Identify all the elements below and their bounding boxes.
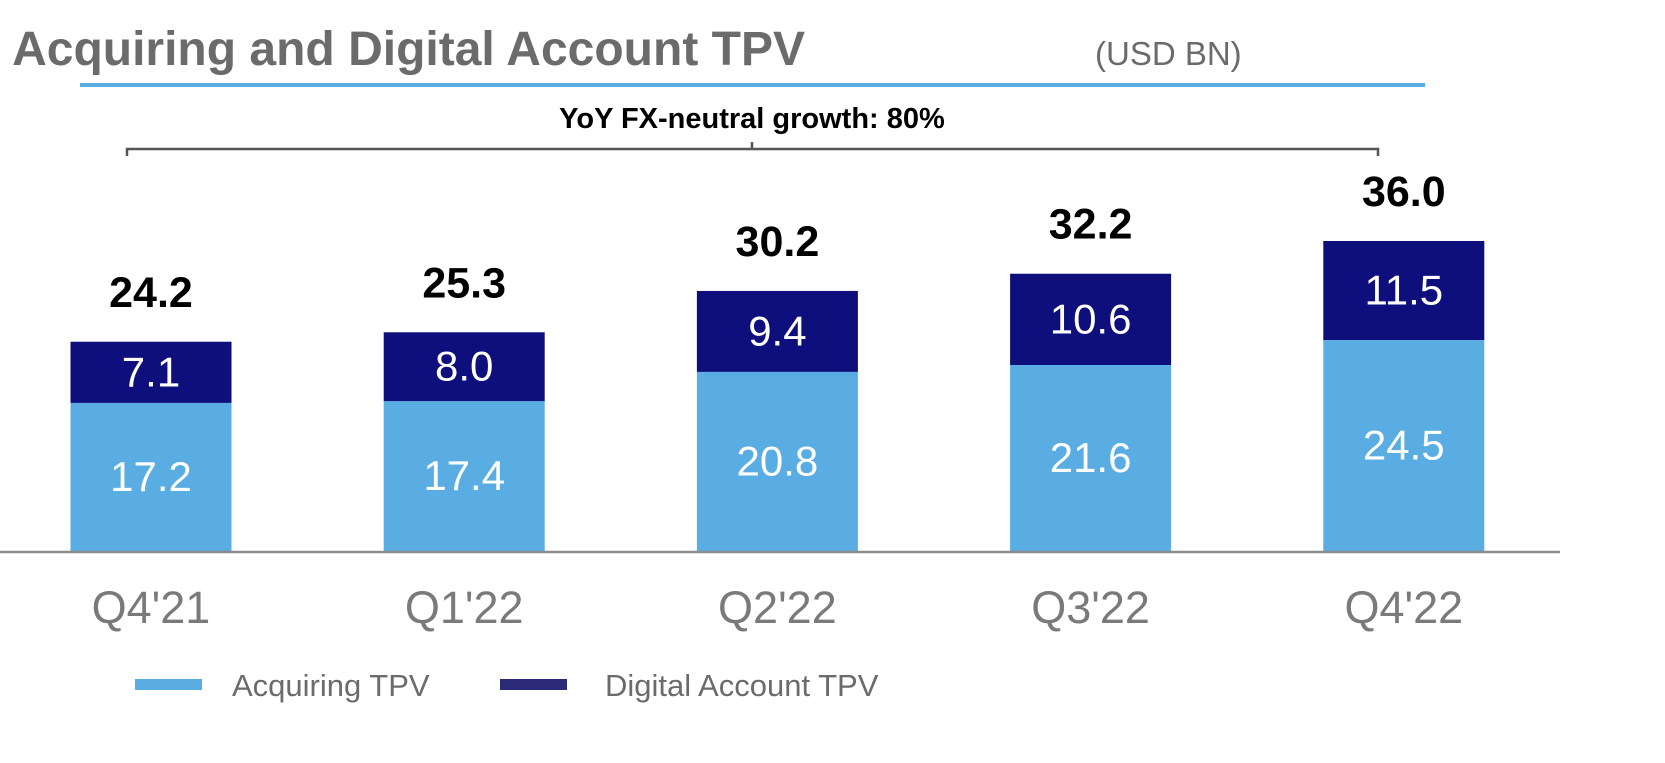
data-label-digital-account: 10.6 — [1050, 295, 1132, 342]
legend-label-acquiring: Acquiring TPV — [232, 668, 430, 703]
bar-digital-account — [383, 332, 545, 402]
data-label-digital-account: 9.4 — [748, 307, 806, 354]
bar-digital-account — [1323, 241, 1485, 341]
data-label-acquiring: 24.5 — [1363, 422, 1445, 469]
bar-digital-account — [696, 290, 858, 372]
x-tick-label: Q4'22 — [1344, 582, 1463, 633]
x-tick-label: Q4'21 — [92, 582, 211, 633]
x-tick-label: Q1'22 — [405, 582, 524, 633]
data-label-digital-account: 11.5 — [1364, 267, 1443, 314]
total-label: 32.2 — [1049, 201, 1133, 249]
bar-acquiring — [1010, 365, 1172, 551]
data-label-acquiring: 21.6 — [1050, 434, 1132, 481]
legend-swatch-digital-account — [500, 679, 567, 690]
total-label: 24.2 — [109, 269, 193, 317]
data-label-acquiring: 20.8 — [737, 437, 819, 484]
bar-digital-account — [70, 341, 232, 403]
total-label: 36.0 — [1362, 168, 1446, 216]
chart-title: Acquiring and Digital Account TPV — [12, 23, 805, 76]
legend-swatch-acquiring — [135, 679, 202, 690]
bar-acquiring — [70, 402, 232, 551]
chart-title-unit: (USD BN) — [1095, 35, 1242, 72]
x-tick-label: Q2'22 — [718, 582, 837, 633]
data-label-acquiring: 17.4 — [423, 452, 505, 499]
growth-annotation: YoY FX-neutral growth: 80% — [559, 103, 945, 135]
data-label-digital-account: 8.0 — [435, 343, 493, 390]
growth-bracket — [125, 142, 1380, 156]
bar-acquiring — [1323, 340, 1485, 551]
total-label: 25.3 — [422, 259, 506, 307]
total-label: 30.2 — [736, 218, 820, 266]
bar-digital-account — [1010, 273, 1172, 365]
legend: Acquiring TPV Digital Account TPV — [135, 668, 879, 703]
bars-layer: 17.2 7.1 24.2 17.4 8.0 25.3 20.8 9.4 30.2 21.6 10.… — [70, 168, 1485, 551]
x-tick-label: Q3'22 — [1031, 582, 1150, 633]
bar-acquiring — [696, 371, 858, 551]
data-label-acquiring: 17.2 — [110, 453, 192, 500]
data-label-digital-account: 7.1 — [122, 348, 180, 395]
legend-label-digital-account: Digital Account TPV — [605, 668, 879, 703]
bar-acquiring — [383, 401, 545, 551]
x-axis-ticks: Q4'21 Q1'22 Q2'22 Q3'22 Q4'22 — [92, 582, 1463, 633]
